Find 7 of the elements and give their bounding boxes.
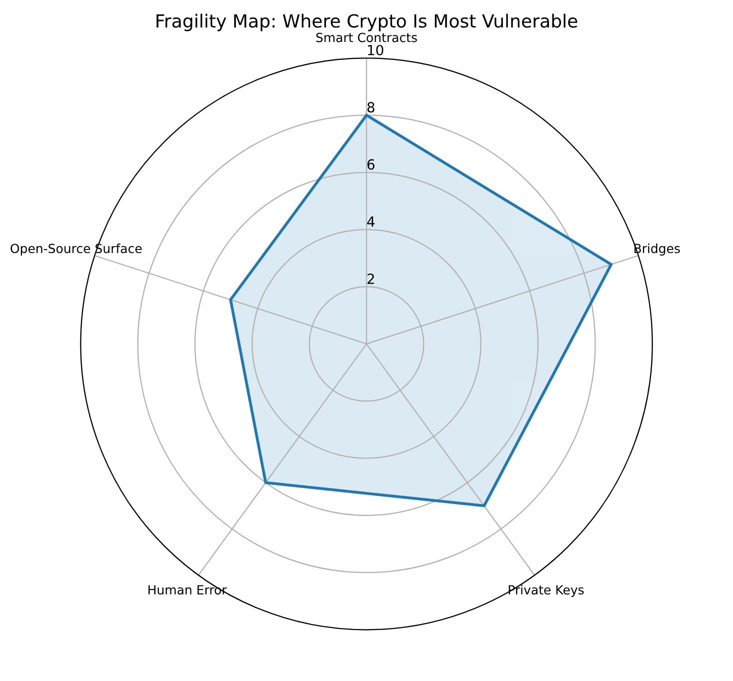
y-tick-label: 8 (367, 102, 374, 113)
spoke-label: Smart Contracts (316, 32, 417, 42)
y-tick-label: 6 (367, 159, 374, 170)
y-tick-label: 10 (368, 44, 384, 56)
y-tick-label: 2 (368, 274, 374, 284)
y-tick-label: 4 (367, 216, 375, 227)
chart-title: Fragility Map: Where Crypto Is Most Vulnerable (156, 14, 578, 32)
